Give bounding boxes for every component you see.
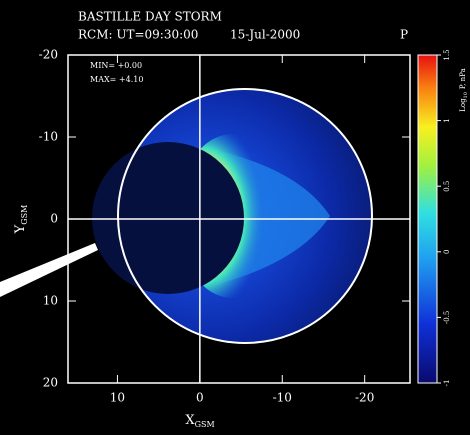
inner-region (92, 142, 244, 294)
pointer (0, 243, 98, 297)
x-tick-label: 10 (110, 391, 125, 405)
y-axis-label: YGSM (13, 205, 30, 235)
y-tick-label: 10 (43, 294, 58, 308)
y-label-sub: GSM (20, 205, 29, 225)
y-label: Y (13, 224, 28, 234)
colorbar-tick-label: 0.5 (443, 181, 451, 192)
y-tick-label: 0 (50, 212, 58, 226)
colorbar-tick-label: 1 (443, 118, 451, 122)
cb-label-rest: P, nPa (459, 68, 467, 89)
colorbar-tick-label: -1 (443, 380, 451, 387)
annotation: MAX= +4.10 (90, 75, 143, 84)
x-tick-label: 0 (196, 391, 204, 405)
y-tick-label: -10 (39, 130, 58, 144)
x-tick-label: -20 (355, 391, 374, 405)
y-tick-label: 20 (43, 376, 58, 390)
x-tick-label: -10 (273, 391, 292, 405)
cb-label-sub: 10 (463, 92, 469, 98)
chart: BASTILLE DAY STORM RCM: UT=09:30:00 15-J… (0, 0, 470, 435)
colorbar-tick-label: 0 (443, 250, 451, 254)
colorbar (418, 55, 437, 383)
subtitle: RCM: UT=09:30:00 (78, 28, 198, 42)
date: 15-Jul-2000 (230, 28, 300, 42)
x-label-sub: GSM (195, 420, 215, 429)
colorbar-tick-label: 1.5 (443, 49, 451, 60)
plot-field (92, 89, 372, 343)
x-axis-label: XGSM (185, 413, 214, 430)
cb-label: Log (459, 98, 467, 112)
variable: P (400, 28, 408, 42)
y-tick-label: -20 (39, 48, 58, 62)
annotation: MIN= +0.00 (90, 61, 142, 70)
title: BASTILLE DAY STORM (78, 10, 222, 24)
colorbar-tick-label: -0.5 (443, 311, 451, 325)
colorbar-label: Log10 P, nPa (459, 68, 469, 112)
